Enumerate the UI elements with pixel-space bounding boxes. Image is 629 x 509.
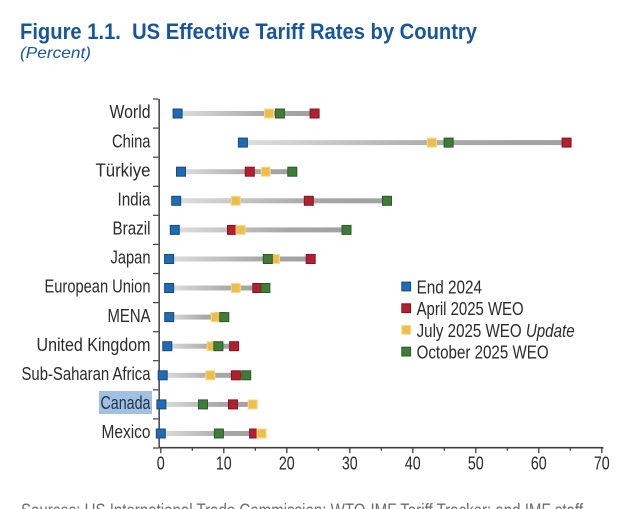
svg-text:Figure 1.1. US Effective Tari: Figure 1.1. US Effective Tariff Rates by…	[20, 19, 478, 44]
svg-text:10: 10	[216, 452, 232, 473]
svg-text:20: 20	[279, 452, 295, 473]
svg-text:China: China	[112, 131, 151, 151]
svg-text:July 2025 WEO Update: July 2025 WEO Update	[417, 321, 575, 341]
svg-text:Canada: Canada	[101, 393, 152, 413]
svg-text:Sources: US International Trad: Sources: US International Trade Commissi…	[21, 501, 584, 509]
svg-text:European Union: European Union	[45, 277, 151, 297]
svg-text:April 2025 WEO: April 2025 WEO	[417, 299, 524, 319]
svg-text:World: World	[110, 102, 151, 122]
svg-text:October 2025 WEO: October 2025 WEO	[417, 343, 549, 363]
svg-text:40: 40	[405, 452, 421, 473]
svg-text:70: 70	[594, 452, 610, 473]
svg-text:Türkiye: Türkiye	[96, 160, 151, 180]
svg-text:India: India	[118, 190, 152, 210]
svg-text:50: 50	[468, 452, 484, 473]
svg-text:0: 0	[157, 452, 165, 473]
svg-text:United Kingdom: United Kingdom	[37, 335, 151, 355]
svg-text:Mexico: Mexico	[102, 422, 151, 442]
svg-text:End 2024: End 2024	[417, 278, 482, 298]
svg-text:(Percent): (Percent)	[20, 45, 91, 62]
svg-text:60: 60	[531, 452, 547, 473]
svg-text:Japan: Japan	[111, 248, 151, 268]
svg-text:Brazil: Brazil	[113, 219, 151, 239]
svg-text:Sub-Saharan Africa: Sub-Saharan Africa	[22, 364, 152, 384]
svg-text:MENA: MENA	[108, 306, 151, 326]
svg-text:30: 30	[342, 452, 358, 473]
